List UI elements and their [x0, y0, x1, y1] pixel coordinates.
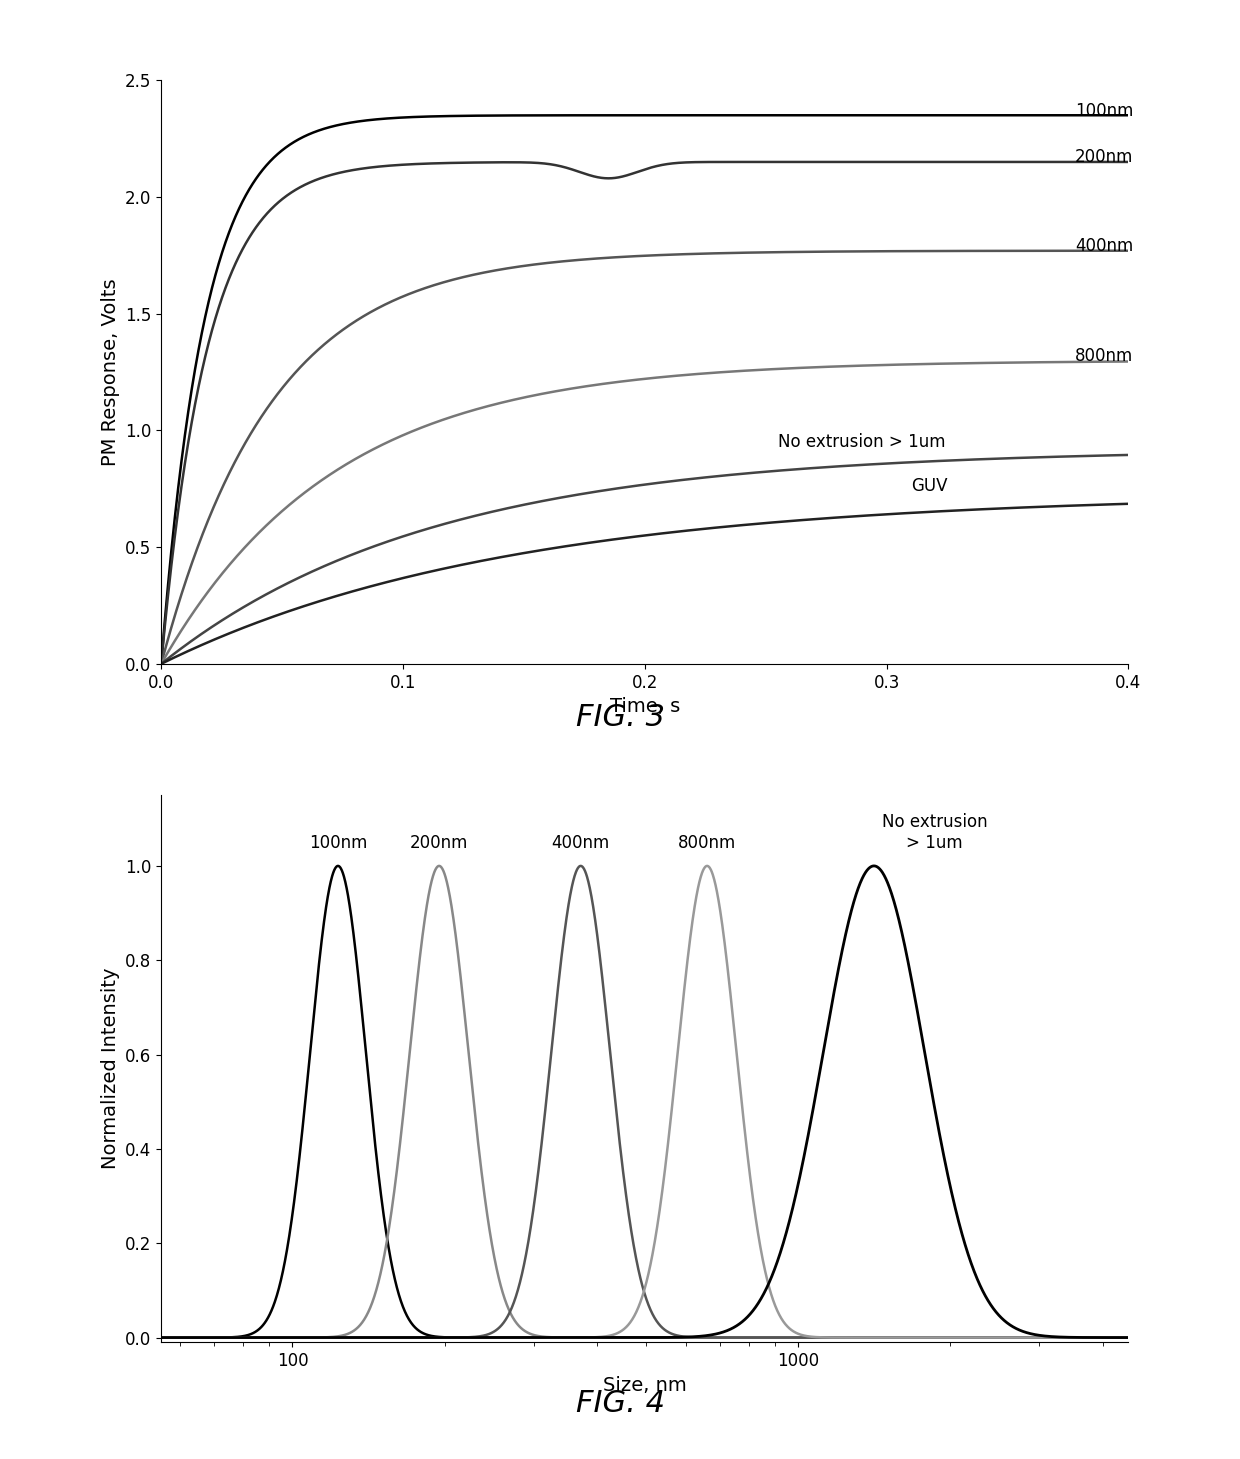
Text: 800nm: 800nm: [1075, 347, 1133, 365]
Text: 200nm: 200nm: [1075, 149, 1133, 166]
Text: 400nm: 400nm: [552, 833, 610, 852]
X-axis label: Size, nm: Size, nm: [603, 1376, 687, 1395]
Text: 100nm: 100nm: [309, 833, 367, 852]
Text: No extrusion > 1um: No extrusion > 1um: [777, 433, 945, 451]
Text: 400nm: 400nm: [1075, 236, 1133, 255]
Text: No extrusion
> 1um: No extrusion > 1um: [882, 813, 987, 852]
Text: 100nm: 100nm: [1075, 102, 1133, 120]
Y-axis label: PM Response, Volts: PM Response, Volts: [100, 279, 119, 465]
Y-axis label: Normalized Intensity: Normalized Intensity: [100, 967, 119, 1170]
X-axis label: Time, s: Time, s: [610, 697, 680, 716]
Text: 800nm: 800nm: [678, 833, 737, 852]
Text: GUV: GUV: [910, 477, 947, 496]
Text: FIG. 4: FIG. 4: [575, 1389, 665, 1418]
Text: FIG. 3: FIG. 3: [575, 703, 665, 732]
Text: 200nm: 200nm: [410, 833, 469, 852]
